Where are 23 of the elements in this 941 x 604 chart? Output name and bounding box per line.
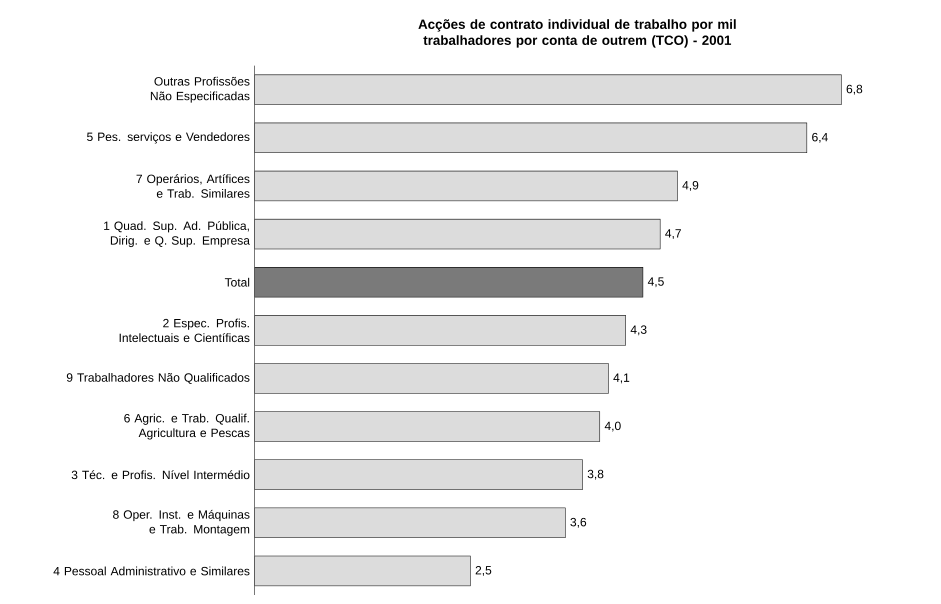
y-tick-label: Outras Profissões Não Especificadas: [150, 76, 250, 103]
y-tick-label: 7 Operários, Artífices e Trab. Similares: [136, 174, 250, 198]
y-tick-label: 9 Trabalhadores Não Qualificados: [66, 372, 250, 384]
data-label: 4,7: [665, 229, 681, 239]
data-label: 4,1: [613, 374, 630, 384]
data-label: 4,3: [630, 325, 647, 336]
y-tick-label: 6 Agric. e Trab. Qualif. Agricultura e Pescas: [124, 414, 250, 440]
y-tick-label: 2 Espec. Profis. Intelectuais e Científicas: [120, 318, 250, 342]
y-tick-label: 1 Quad. Sup. Ad. Pública, Dirig. e Q. Sup. Empresa: [104, 221, 250, 248]
data-label: 6,4: [812, 132, 828, 143]
data-label: 4,5: [648, 277, 664, 288]
y-tick-label: 8 Oper. Inst. e Máquinas e Trab. Montagem: [113, 510, 250, 536]
data-label: 3,8: [588, 470, 604, 480]
y-tick-label: 3 Téc. e Profis. Nível Intermédio: [72, 470, 250, 480]
y-tick-label: Total: [224, 278, 250, 287]
chart-title: Acções de contrato individual de trabalho por mil trabalhadores por conta de outrem (TCO) - 2001: [418, 19, 736, 48]
y-tick-label: 5 Pes. serviços e Vendedores: [87, 132, 250, 144]
y-tick-label: 4 Pessoal Administrativo e Similares: [53, 566, 250, 576]
data-label: 2,5: [476, 566, 492, 576]
data-label: 3,6: [570, 518, 586, 528]
data-label: 4,9: [682, 181, 698, 191]
data-label: 6,8: [846, 84, 862, 95]
data-label: 4,0: [604, 422, 621, 432]
